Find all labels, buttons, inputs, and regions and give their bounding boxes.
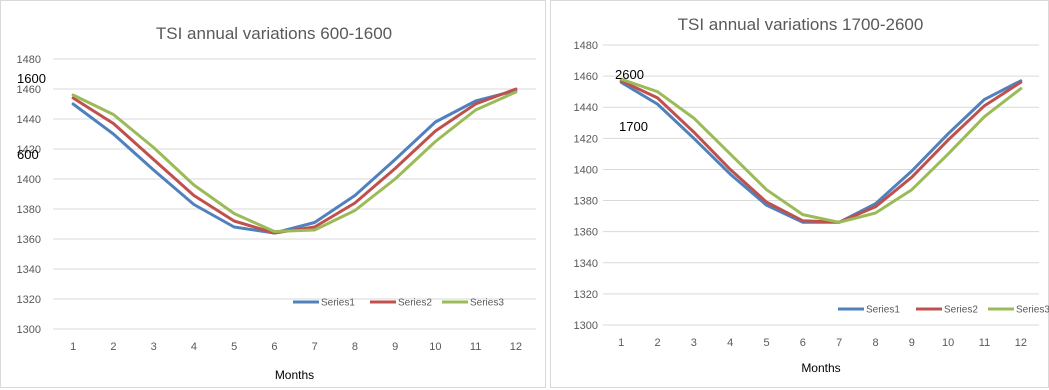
x-tick-label: 2: [654, 337, 660, 349]
y-tick-label: 1400: [574, 164, 598, 176]
x-axis-label: Months: [275, 368, 314, 382]
y-tick-label: 1460: [17, 84, 41, 96]
y-tick-label: 1320: [17, 294, 41, 306]
series-line-1: [71, 89, 518, 235]
chart-1-svg: TSI annual variations 600-16001300132013…: [17, 24, 536, 382]
y-tick-label: 1320: [574, 289, 598, 301]
series-line-1: [619, 79, 1023, 224]
x-tick-label: 8: [352, 341, 358, 353]
series-line-3: [71, 90, 518, 233]
y-tick-label: 1440: [574, 102, 598, 114]
x-tick-label: 12: [510, 341, 522, 353]
x-tick-label: 3: [151, 341, 157, 353]
y-tick-label: 1480: [17, 54, 41, 66]
chart-2-svg: TSI annual variations 1700-2600 1300 1320 1…: [574, 15, 1049, 375]
y-tick-label: 1300: [17, 324, 41, 336]
x-tick-label: 1: [70, 341, 76, 353]
chart-title: TSI annual variations 600-1600: [156, 24, 392, 43]
x-tick-label: 1: [618, 337, 624, 349]
legend-label: Series1: [866, 305, 900, 316]
annotation-label: 1700: [619, 119, 648, 134]
chart-title: TSI annual variations 1700-2600: [678, 15, 924, 34]
x-tick-label: 4: [727, 337, 733, 349]
x-tick-label: 11: [470, 341, 481, 353]
x-axis-label: Months: [801, 361, 840, 375]
x-tick-label: 5: [231, 341, 237, 353]
annotation-label: 1600: [17, 71, 46, 86]
x-tick-label: 5: [763, 337, 769, 349]
y-tick-label: 1380: [17, 204, 41, 216]
y-tick-label: 1480: [574, 40, 598, 52]
legend-label: Series2: [944, 305, 978, 316]
x-tick-label: 6: [800, 337, 806, 349]
y-tick-label: 1360: [17, 234, 41, 246]
series-line-2: [619, 79, 1023, 224]
legend-label: Series3: [1016, 305, 1049, 316]
y-tick-label: 1360: [574, 227, 598, 239]
y-tick-label: 1340: [17, 264, 41, 276]
x-tick-label: 10: [942, 337, 954, 349]
annotation-label: 600: [17, 147, 39, 162]
x-tick-label: 4: [191, 341, 197, 353]
x-tick-label: 6: [271, 341, 277, 353]
y-tick-label: 1400: [17, 174, 41, 186]
annotation-label: 2600: [615, 67, 644, 82]
series-line-3: [619, 77, 1023, 224]
series-line-2: [71, 87, 518, 235]
y-tick-label: 1300: [574, 320, 598, 332]
x-tick-label: 3: [691, 337, 697, 349]
x-tick-label: 9: [392, 341, 398, 353]
x-tick-label: 11: [979, 337, 990, 349]
x-tick-label: 12: [1015, 337, 1027, 349]
y-tick-label: 1420: [574, 133, 598, 145]
x-tick-label: 2: [110, 341, 116, 353]
chart-panel-1: TSI annual variations 600-1600 1300 1320 13…: [0, 0, 546, 388]
x-tick-label: 7: [836, 337, 842, 349]
y-tick-label: 1460: [574, 71, 598, 83]
x-tick-label: 8: [872, 337, 878, 349]
x-tick-label: 10: [429, 341, 441, 353]
x-tick-label: 7: [312, 341, 318, 353]
y-tick-label: 1440: [17, 114, 41, 126]
y-tick-label: 1380: [574, 196, 598, 208]
x-tick-label: 9: [909, 337, 915, 349]
legend-label: Series2: [398, 298, 432, 309]
y-tick-label: 1420: [17, 144, 41, 156]
legend-label: Series3: [470, 298, 504, 309]
legend-label: Series1: [321, 298, 355, 309]
chart-panel-2: TSI annual variations 1700-2600 1300 1320 1…: [550, 0, 1049, 388]
y-tick-label: 1340: [574, 258, 598, 270]
